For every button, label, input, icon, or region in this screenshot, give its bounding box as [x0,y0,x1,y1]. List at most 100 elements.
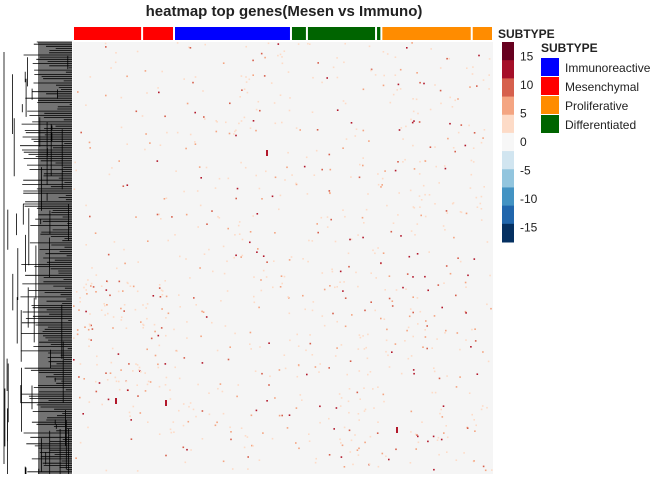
heatmap-cell [316,129,319,131]
heatmap-cell [135,216,137,218]
heatmap-cell [241,238,244,241]
heatmap-cell [398,192,400,194]
heatmap-cell [120,369,122,371]
heatmap-cell [255,129,257,132]
heatmap-cell [104,304,106,307]
heatmap-cell [129,285,132,287]
heatmap-cell [227,358,230,361]
heatmap-cell [126,75,128,78]
heatmap-cell [195,304,197,306]
heatmap-cell [482,137,484,139]
heatmap-cell [408,255,411,258]
heatmap-cell [370,69,372,72]
heatmap-cell [400,127,403,129]
heatmap-cell [120,316,123,318]
heatmap-cell [201,438,204,440]
heatmap-cell [429,146,432,148]
heatmap-cell [427,440,429,443]
heatmap-cell [73,337,75,339]
heatmap-cell [444,167,447,170]
heatmap-cell [250,348,252,350]
heatmap-cell [315,457,317,460]
heatmap-cell [252,120,255,122]
heatmap-cell [158,385,161,388]
heatmap-cell [471,328,473,331]
heatmap-cell [89,215,91,218]
heatmap-cell [436,338,438,340]
dendrogram-dense-leaves [38,42,72,474]
heatmap-cell [208,248,210,251]
heatmap-cell [412,311,414,314]
heatmap-cell [122,290,124,292]
heatmap-cell-high [396,427,398,433]
heatmap-cell [302,294,304,297]
heatmap-cell [73,359,75,361]
heatmap-cell [186,321,188,323]
heatmap-cell [246,436,249,438]
heatmap-cell [268,384,270,386]
heatmap-cell [118,388,121,391]
heatmap-cell [112,327,114,329]
heatmap-cell [146,383,149,386]
heatmap-cell [328,417,330,420]
heatmap-cell [220,300,222,302]
subtype-annotation-bar [74,27,492,40]
heatmap-cell [281,282,283,285]
heatmap-cell [295,183,298,186]
heatmap-cell [314,366,317,368]
heatmap-cell [385,350,387,353]
heatmap-cell [107,253,110,256]
heatmap-cell [166,131,168,134]
heatmap-cell [397,214,399,216]
heatmap-cell [346,373,348,376]
heatmap-cell [261,372,263,375]
heatmap-cell [139,370,141,372]
heatmap-cell [192,81,194,84]
heatmap-cell [303,165,306,168]
heatmap-cell [416,223,419,225]
heatmap-cell [257,100,260,103]
heatmap-cell [87,426,89,429]
heatmap-cell [259,346,261,348]
heatmap-cell [308,239,310,242]
row-dendrogram [3,41,72,474]
heatmap-cell [431,391,434,394]
colorbar-tick-label: -10 [520,192,538,206]
heatmap-cell [110,361,113,364]
heatmap-cell [251,444,253,447]
heatmap-cell [108,173,111,176]
annotation-segment-6 [382,27,471,40]
heatmap-cell [235,129,237,132]
heatmap-cell [147,421,149,423]
heatmap-cell [149,142,151,144]
heatmap-cell [340,397,343,399]
heatmap-cell [161,70,163,73]
heatmap-cell [90,324,92,327]
heatmap-cell [279,286,282,288]
heatmap-cell [321,81,323,84]
heatmap-cell [433,370,436,373]
heatmap-cell [384,289,386,291]
heatmap-cell [288,109,291,112]
heatmap-cell [410,431,412,433]
heatmap-cell [418,173,421,175]
heatmap-cell [215,120,217,122]
heatmap-cell [311,240,314,242]
heatmap-cell [295,127,298,129]
heatmap-area [73,42,493,474]
heatmap-cell [440,408,442,411]
heatmap-cell [265,170,267,173]
heatmap-cell [321,272,324,274]
heatmap-cell [417,112,419,115]
heatmap-cell [183,357,186,359]
heatmap-cell [399,68,402,71]
legend-swatch-mesenchymal [541,77,559,95]
heatmap-cell [446,212,449,214]
heatmap-cell [323,288,326,291]
heatmap-cell [75,291,78,293]
heatmap-cell [326,226,329,228]
heatmap-cell [196,190,199,192]
heatmap-cell [78,376,80,378]
heatmap-cell [250,414,253,417]
heatmap-cell [367,373,369,376]
